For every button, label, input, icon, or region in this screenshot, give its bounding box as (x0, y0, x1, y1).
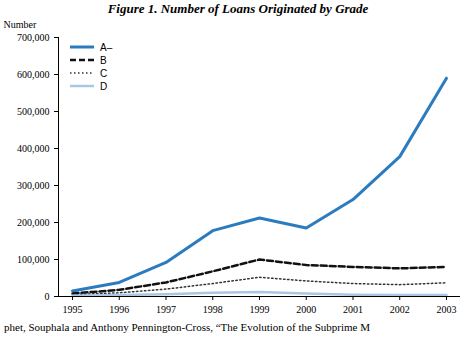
svg-text:1996: 1996 (109, 304, 129, 315)
svg-text:1998: 1998 (203, 304, 223, 315)
svg-text:1999: 1999 (250, 304, 270, 315)
html-text:Figure 1. Number of Loans Orig: Figure 1. Number of Loans Originated by … (107, 1, 369, 16)
svg-text:400,000: 400,000 (17, 143, 50, 154)
svg-text:700,000: 700,000 (17, 32, 50, 43)
svg-text:200,000: 200,000 (17, 217, 50, 228)
svg-text:2003: 2003 (436, 304, 456, 315)
svg-text:B: B (100, 55, 107, 66)
svg-text:2000: 2000 (296, 304, 316, 315)
svg-text:D: D (100, 81, 107, 92)
svg-text:300,000: 300,000 (17, 180, 50, 191)
svg-text:2001: 2001 (343, 304, 363, 315)
svg-text:100,000: 100,000 (17, 254, 50, 265)
svg-text:2002: 2002 (390, 304, 410, 315)
svg-text:A–: A– (100, 42, 113, 53)
svg-text:1997: 1997 (156, 304, 176, 315)
svg-text:C: C (100, 68, 107, 79)
svg-text:600,000: 600,000 (17, 69, 50, 80)
svg-text:Number: Number (4, 19, 37, 30)
svg-text:500,000: 500,000 (17, 106, 50, 117)
svg-text:0: 0 (45, 291, 50, 302)
html-text:phet, Souphala and Anthony Pen: phet, Souphala and Anthony Pennington-Cr… (4, 321, 370, 333)
svg-text:1995: 1995 (63, 304, 83, 315)
